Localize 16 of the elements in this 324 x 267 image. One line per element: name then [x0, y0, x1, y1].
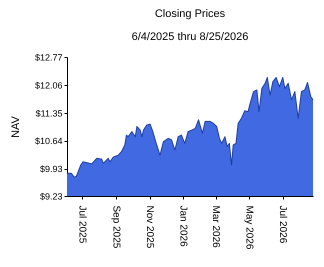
x-tick-label: Jul 2025	[76, 206, 88, 244]
y-tick-label: $12.06	[34, 80, 62, 90]
x-tick-label: Nov 2025	[144, 206, 156, 249]
x-tick-label: Jul 2026	[277, 206, 288, 244]
x-tick-label: Sep 2025	[110, 206, 122, 249]
x-tick-label: Jan 2026	[178, 206, 189, 248]
y-tick-label: $9.23	[40, 192, 62, 202]
y-tick-label: $12.77	[34, 52, 62, 62]
y-tick-label: $10.64	[34, 136, 62, 146]
y-tick-label: $11.35	[36, 108, 62, 118]
chart-subtitle: 6/4/2025 thru 8/25/2026	[132, 31, 248, 43]
y-axis-title: NAV	[10, 115, 22, 138]
y-tick-label: $9.93	[40, 164, 62, 174]
x-tick-label: Mar 2026	[210, 206, 222, 248]
x-tick-label: May 2026	[244, 206, 255, 250]
chart-title: Closing Prices	[154, 8, 226, 20]
